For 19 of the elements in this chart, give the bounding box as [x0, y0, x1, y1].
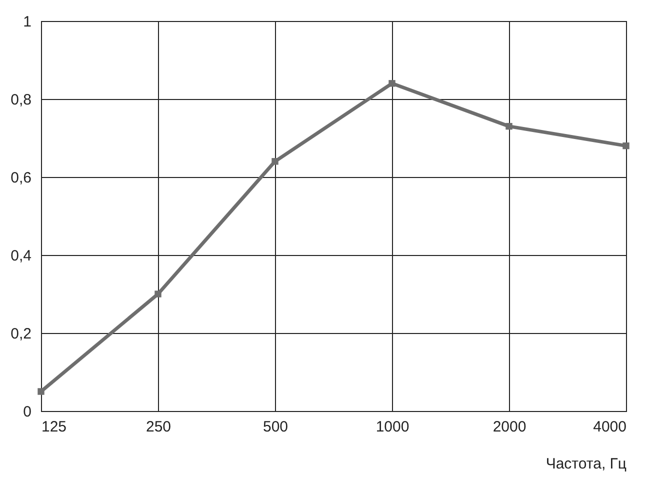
x-tick-label: 500 — [262, 418, 288, 436]
point — [388, 80, 396, 87]
x-tick-label: 250 — [146, 418, 172, 436]
point — [154, 290, 162, 298]
x-tick-label: 1000 — [376, 418, 410, 436]
y-tick-label: 0 — [23, 404, 32, 420]
y-tick-label: 0,6 — [10, 170, 32, 186]
y-tick-label: 0,8 — [10, 92, 32, 108]
y-tick-label: 0,2 — [10, 326, 32, 342]
x-tick-label: 2000 — [492, 418, 526, 436]
x-tick-label: 125 — [42, 418, 67, 436]
point — [506, 122, 512, 130]
point — [38, 388, 44, 395]
y-tick-label: 0,4 — [10, 248, 32, 264]
x-axis-title: Частота, Гц — [546, 456, 627, 472]
x-tick-label: 4000 — [593, 418, 626, 436]
y-tick-label: 1 — [23, 14, 32, 30]
point — [272, 158, 278, 165]
point — [622, 142, 630, 150]
